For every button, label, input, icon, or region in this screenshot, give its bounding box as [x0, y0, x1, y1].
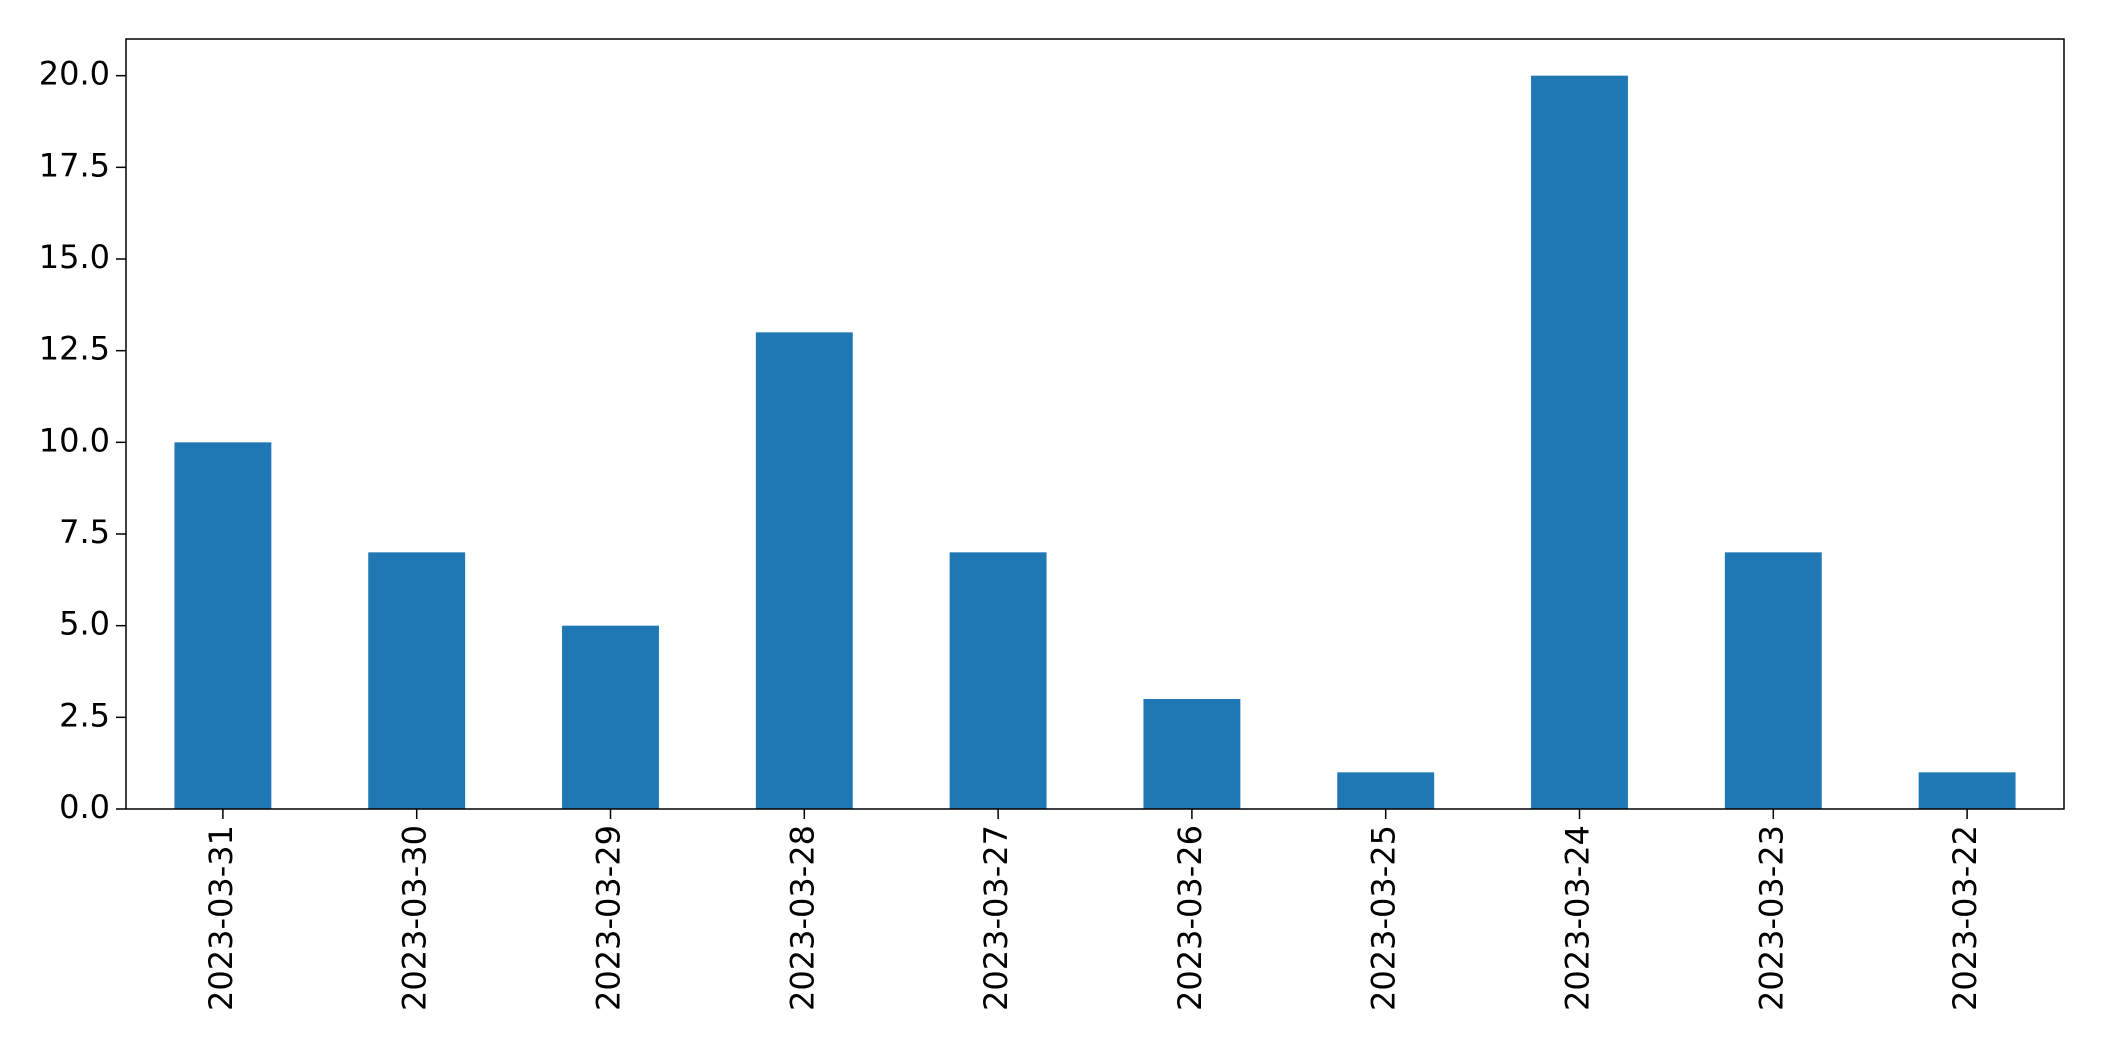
bar: [1724, 552, 1822, 809]
bar: [174, 442, 272, 809]
bar: [1531, 75, 1628, 809]
bar: [1143, 699, 1241, 809]
x-tick-label: 2023-03-24: [1559, 825, 1597, 1011]
x-tick-label: 2023-03-30: [396, 825, 434, 1011]
bar: [368, 552, 466, 809]
axes-frame: [125, 38, 2065, 810]
bar: [562, 625, 659, 809]
bar: [949, 552, 1047, 809]
x-tick-label: 2023-03-27: [977, 825, 1015, 1011]
bar: [755, 332, 853, 809]
bar: [1918, 772, 2016, 809]
x-tick-label: 2023-03-23: [1752, 825, 1790, 1011]
x-tick-label: 2023-03-25: [1365, 825, 1403, 1011]
y-tick-label: 7.5: [59, 513, 110, 551]
y-tick-label: 2.5: [59, 696, 110, 734]
bar: [1337, 772, 1435, 809]
x-tick-label: 2023-03-22: [1946, 825, 1984, 1011]
x-tick-label: 2023-03-29: [590, 825, 628, 1011]
y-tick-label: 10.0: [39, 421, 110, 459]
y-tick-label: 20.0: [39, 55, 110, 93]
y-tick-label: 17.5: [39, 146, 110, 184]
y-tick-label: 15.0: [39, 238, 110, 276]
y-tick-label: 0.0: [59, 788, 110, 826]
x-tick-label: 2023-03-28: [783, 825, 821, 1011]
x-tick-label: 2023-03-31: [202, 825, 240, 1011]
y-tick-label: 5.0: [59, 605, 110, 643]
x-tick-label: 2023-03-26: [1171, 825, 1209, 1011]
y-tick-label: 12.5: [39, 330, 110, 368]
